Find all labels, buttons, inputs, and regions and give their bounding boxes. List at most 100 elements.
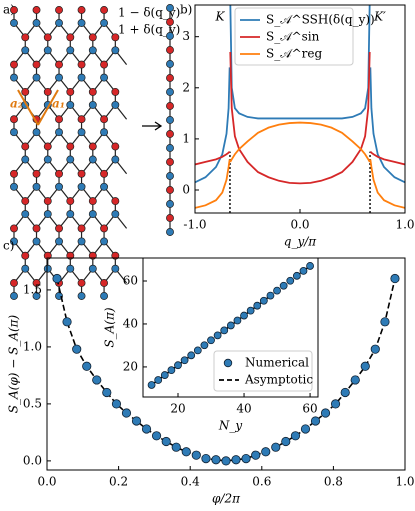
site xyxy=(32,237,41,246)
legend-label: S_𝒜^reg xyxy=(266,47,322,61)
vector xyxy=(17,89,39,126)
data-point xyxy=(290,431,301,441)
legend-box xyxy=(213,350,313,392)
x-tick-label: 0.0 xyxy=(290,218,309,232)
site xyxy=(88,264,97,273)
data-point xyxy=(279,281,288,290)
site xyxy=(43,264,52,273)
site xyxy=(66,87,75,96)
data-point xyxy=(306,262,314,270)
data-point xyxy=(151,431,162,441)
chain-site xyxy=(166,102,174,110)
site xyxy=(77,169,86,178)
plot-area xyxy=(195,5,405,213)
y-axis-label: S_A(π) xyxy=(103,307,117,347)
y-tick-label: 20 xyxy=(123,359,138,373)
chain-site xyxy=(166,130,174,138)
site xyxy=(55,182,63,191)
site xyxy=(55,19,63,27)
data-point xyxy=(330,399,341,409)
data-point xyxy=(226,321,235,330)
data-point xyxy=(246,306,255,315)
data-point xyxy=(191,450,201,460)
site xyxy=(88,87,97,96)
data-point xyxy=(286,276,295,285)
site xyxy=(100,115,109,124)
series-line xyxy=(195,5,405,184)
data-point xyxy=(82,361,92,371)
site xyxy=(88,33,97,42)
data-point xyxy=(52,273,62,284)
data-point xyxy=(350,375,360,385)
y-tick-label: 2 xyxy=(182,80,190,94)
site xyxy=(43,33,52,42)
data-point xyxy=(211,455,221,465)
data-point xyxy=(181,447,191,457)
site xyxy=(21,155,30,164)
data-point xyxy=(201,454,211,464)
site xyxy=(55,115,63,124)
data-point xyxy=(187,351,196,360)
site xyxy=(100,224,109,233)
panel-label: a) xyxy=(3,3,15,17)
site xyxy=(100,169,109,178)
site xyxy=(55,224,63,233)
data-point xyxy=(193,346,202,355)
legend-label: S_𝒜^sin xyxy=(266,30,320,44)
site xyxy=(32,73,41,82)
x-axis-label: φ/2π xyxy=(212,492,241,506)
site xyxy=(111,100,120,109)
site xyxy=(10,224,18,233)
site xyxy=(10,6,18,14)
chain-site xyxy=(166,116,174,124)
y-tick-label: 0 xyxy=(182,183,190,197)
site xyxy=(66,33,75,42)
site xyxy=(10,60,18,69)
y-tick-label: 1.5 xyxy=(23,282,42,296)
site xyxy=(111,197,120,206)
site xyxy=(55,237,63,246)
data-point xyxy=(92,375,102,385)
hopping-label: 1 + δ(q_y) xyxy=(118,23,180,37)
site xyxy=(10,169,18,178)
site xyxy=(77,19,86,27)
data-point xyxy=(231,455,241,465)
chain-site xyxy=(166,186,174,194)
site xyxy=(43,46,52,55)
site xyxy=(32,60,41,69)
site xyxy=(88,46,97,55)
site xyxy=(100,182,109,191)
chain-site xyxy=(166,60,174,68)
data-point xyxy=(273,286,281,295)
chain-site xyxy=(166,18,174,26)
site xyxy=(10,115,18,124)
lattice xyxy=(10,6,128,300)
site xyxy=(88,155,97,164)
site xyxy=(66,210,75,219)
data-point xyxy=(310,416,321,426)
x-tick-label: 20 xyxy=(170,402,185,416)
x-tick-label: 1.0 xyxy=(395,218,414,232)
data-point xyxy=(131,416,142,426)
series-line xyxy=(195,121,405,209)
data-point xyxy=(213,331,222,340)
site xyxy=(43,210,52,219)
site xyxy=(100,128,109,137)
site xyxy=(43,87,52,96)
plot-area xyxy=(56,278,396,462)
hopping-label: 1 − δ(q_y) xyxy=(118,6,180,20)
data-point xyxy=(251,450,261,460)
vector xyxy=(37,89,59,126)
chain-site xyxy=(166,144,174,152)
panel-label: b) xyxy=(180,3,192,17)
site xyxy=(77,279,86,287)
site xyxy=(32,182,41,191)
site xyxy=(21,251,30,260)
data-point xyxy=(147,381,156,389)
site xyxy=(55,73,63,82)
chain-site xyxy=(166,228,174,236)
chain-site xyxy=(166,88,174,96)
data-point xyxy=(200,341,209,350)
site xyxy=(21,33,30,42)
